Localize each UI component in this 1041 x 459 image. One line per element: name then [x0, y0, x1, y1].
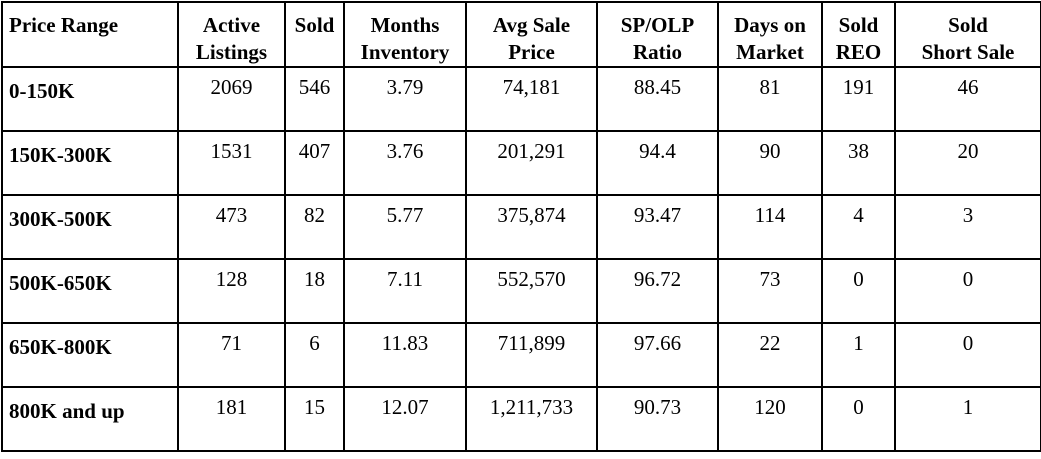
table-row: 150K-300K 1531 407 3.76 201,291 94.4 90 38 20 — [1, 130, 1041, 196]
sold-cell: 546 — [284, 66, 345, 132]
active-listings-header: Active Listings — [177, 1, 286, 68]
sold-reo-cell: 4 — [821, 194, 896, 260]
table-row: 650K-800K 71 6 11.83 711,899 97.66 22 1 0 — [1, 322, 1041, 388]
sold-short-sale-cell: 46 — [894, 66, 1041, 132]
sold-cell: 18 — [284, 258, 345, 324]
avg-sale-price-cell: 552,570 — [465, 258, 598, 324]
sp-olp-ratio-cell: 93.47 — [596, 194, 719, 260]
active-listings-cell: 2069 — [177, 66, 286, 132]
price-range-cell: 150K-300K — [1, 130, 179, 196]
active-listings-cell: 181 — [177, 386, 286, 452]
sold-short-sale-cell: 3 — [894, 194, 1041, 260]
months-inventory-cell: 12.07 — [343, 386, 467, 452]
sold-cell: 15 — [284, 386, 345, 452]
table-row: 0-150K 2069 546 3.79 74,181 88.45 81 191 46 — [1, 66, 1041, 132]
header-line: Short Sale — [921, 40, 1015, 64]
table-header-row: Price Range Active Listings Sold Months Inven… — [1, 1, 1041, 68]
months-inventory-cell: 7.11 — [343, 258, 467, 324]
sold-cell: 82 — [284, 194, 345, 260]
sold-short-sale-cell: 20 — [894, 130, 1041, 196]
header-line: Ratio — [633, 40, 682, 64]
sold-cell: 6 — [284, 322, 345, 388]
sold-short-sale-header: Sold Short Sale — [894, 1, 1041, 68]
sold-reo-cell: 191 — [821, 66, 896, 132]
price-range-cell: 0-150K — [1, 66, 179, 132]
days-on-market-header: Days on Market — [717, 1, 823, 68]
days-on-market-cell: 90 — [717, 130, 823, 196]
months-inventory-cell: 5.77 — [343, 194, 467, 260]
sold-header: Sold — [284, 1, 345, 68]
header-line: REO — [835, 40, 882, 64]
active-listings-cell: 473 — [177, 194, 286, 260]
table-row: 500K-650K 128 18 7.11 552,570 96.72 73 0 0 — [1, 258, 1041, 324]
sp-olp-ratio-cell: 96.72 — [596, 258, 719, 324]
months-inventory-header: Months Inventory — [343, 1, 467, 68]
days-on-market-cell: 114 — [717, 194, 823, 260]
sold-short-sale-cell: 1 — [894, 386, 1041, 452]
sold-reo-cell: 0 — [821, 386, 896, 452]
avg-sale-price-cell: 375,874 — [465, 194, 598, 260]
price-range-header: Price Range — [1, 1, 179, 68]
months-inventory-cell: 3.79 — [343, 66, 467, 132]
table-row: 800K and up 181 15 12.07 1,211,733 90.73 120 0 1 — [1, 386, 1041, 452]
header-line: Sold — [838, 13, 879, 37]
header-line: Price — [508, 40, 555, 64]
header-line: SP/OLP — [620, 13, 695, 37]
sp-olp-ratio-cell: 97.66 — [596, 322, 719, 388]
sp-olp-ratio-cell: 88.45 — [596, 66, 719, 132]
sp-olp-ratio-header: SP/OLP Ratio — [596, 1, 719, 68]
sold-cell: 407 — [284, 130, 345, 196]
months-inventory-cell: 3.76 — [343, 130, 467, 196]
header-line: Market — [736, 40, 804, 64]
header-line: Listings — [195, 40, 268, 64]
avg-sale-price-cell: 74,181 — [465, 66, 598, 132]
price-range-cell: 800K and up — [1, 386, 179, 452]
header-line: Price Range — [9, 13, 119, 37]
price-range-cell: 300K-500K — [1, 194, 179, 260]
sold-reo-cell: 38 — [821, 130, 896, 196]
sp-olp-ratio-cell: 90.73 — [596, 386, 719, 452]
header-line: Avg Sale — [492, 13, 571, 37]
price-range-cell: 500K-650K — [1, 258, 179, 324]
header-line: Inventory — [360, 40, 450, 64]
active-listings-cell: 71 — [177, 322, 286, 388]
sold-reo-cell: 0 — [821, 258, 896, 324]
sold-reo-cell: 1 — [821, 322, 896, 388]
days-on-market-cell: 81 — [717, 66, 823, 132]
price-range-cell: 650K-800K — [1, 322, 179, 388]
active-listings-cell: 1531 — [177, 130, 286, 196]
header-line: Sold — [948, 13, 988, 37]
header-line: Months — [370, 13, 440, 37]
days-on-market-cell: 73 — [717, 258, 823, 324]
sold-short-sale-cell: 0 — [894, 258, 1041, 324]
avg-sale-price-cell: 711,899 — [465, 322, 598, 388]
header-line: Active — [202, 13, 261, 37]
days-on-market-cell: 22 — [717, 322, 823, 388]
header-line: Sold — [294, 13, 335, 37]
avg-sale-price-header: Avg Sale Price — [465, 1, 598, 68]
header-line: Days on — [734, 13, 806, 37]
days-on-market-cell: 120 — [717, 386, 823, 452]
sold-reo-header: Sold REO — [821, 1, 896, 68]
sp-olp-ratio-cell: 94.4 — [596, 130, 719, 196]
avg-sale-price-cell: 1,211,733 — [465, 386, 598, 452]
table-row: 300K-500K 473 82 5.77 375,874 93.47 114 4 3 — [1, 194, 1041, 260]
active-listings-cell: 128 — [177, 258, 286, 324]
months-inventory-cell: 11.83 — [343, 322, 467, 388]
table-body: 0-150K 2069 546 3.79 74,181 88.45 81 191 46 150K-… — [1, 66, 1041, 452]
sold-short-sale-cell: 0 — [894, 322, 1041, 388]
avg-sale-price-cell: 201,291 — [465, 130, 598, 196]
